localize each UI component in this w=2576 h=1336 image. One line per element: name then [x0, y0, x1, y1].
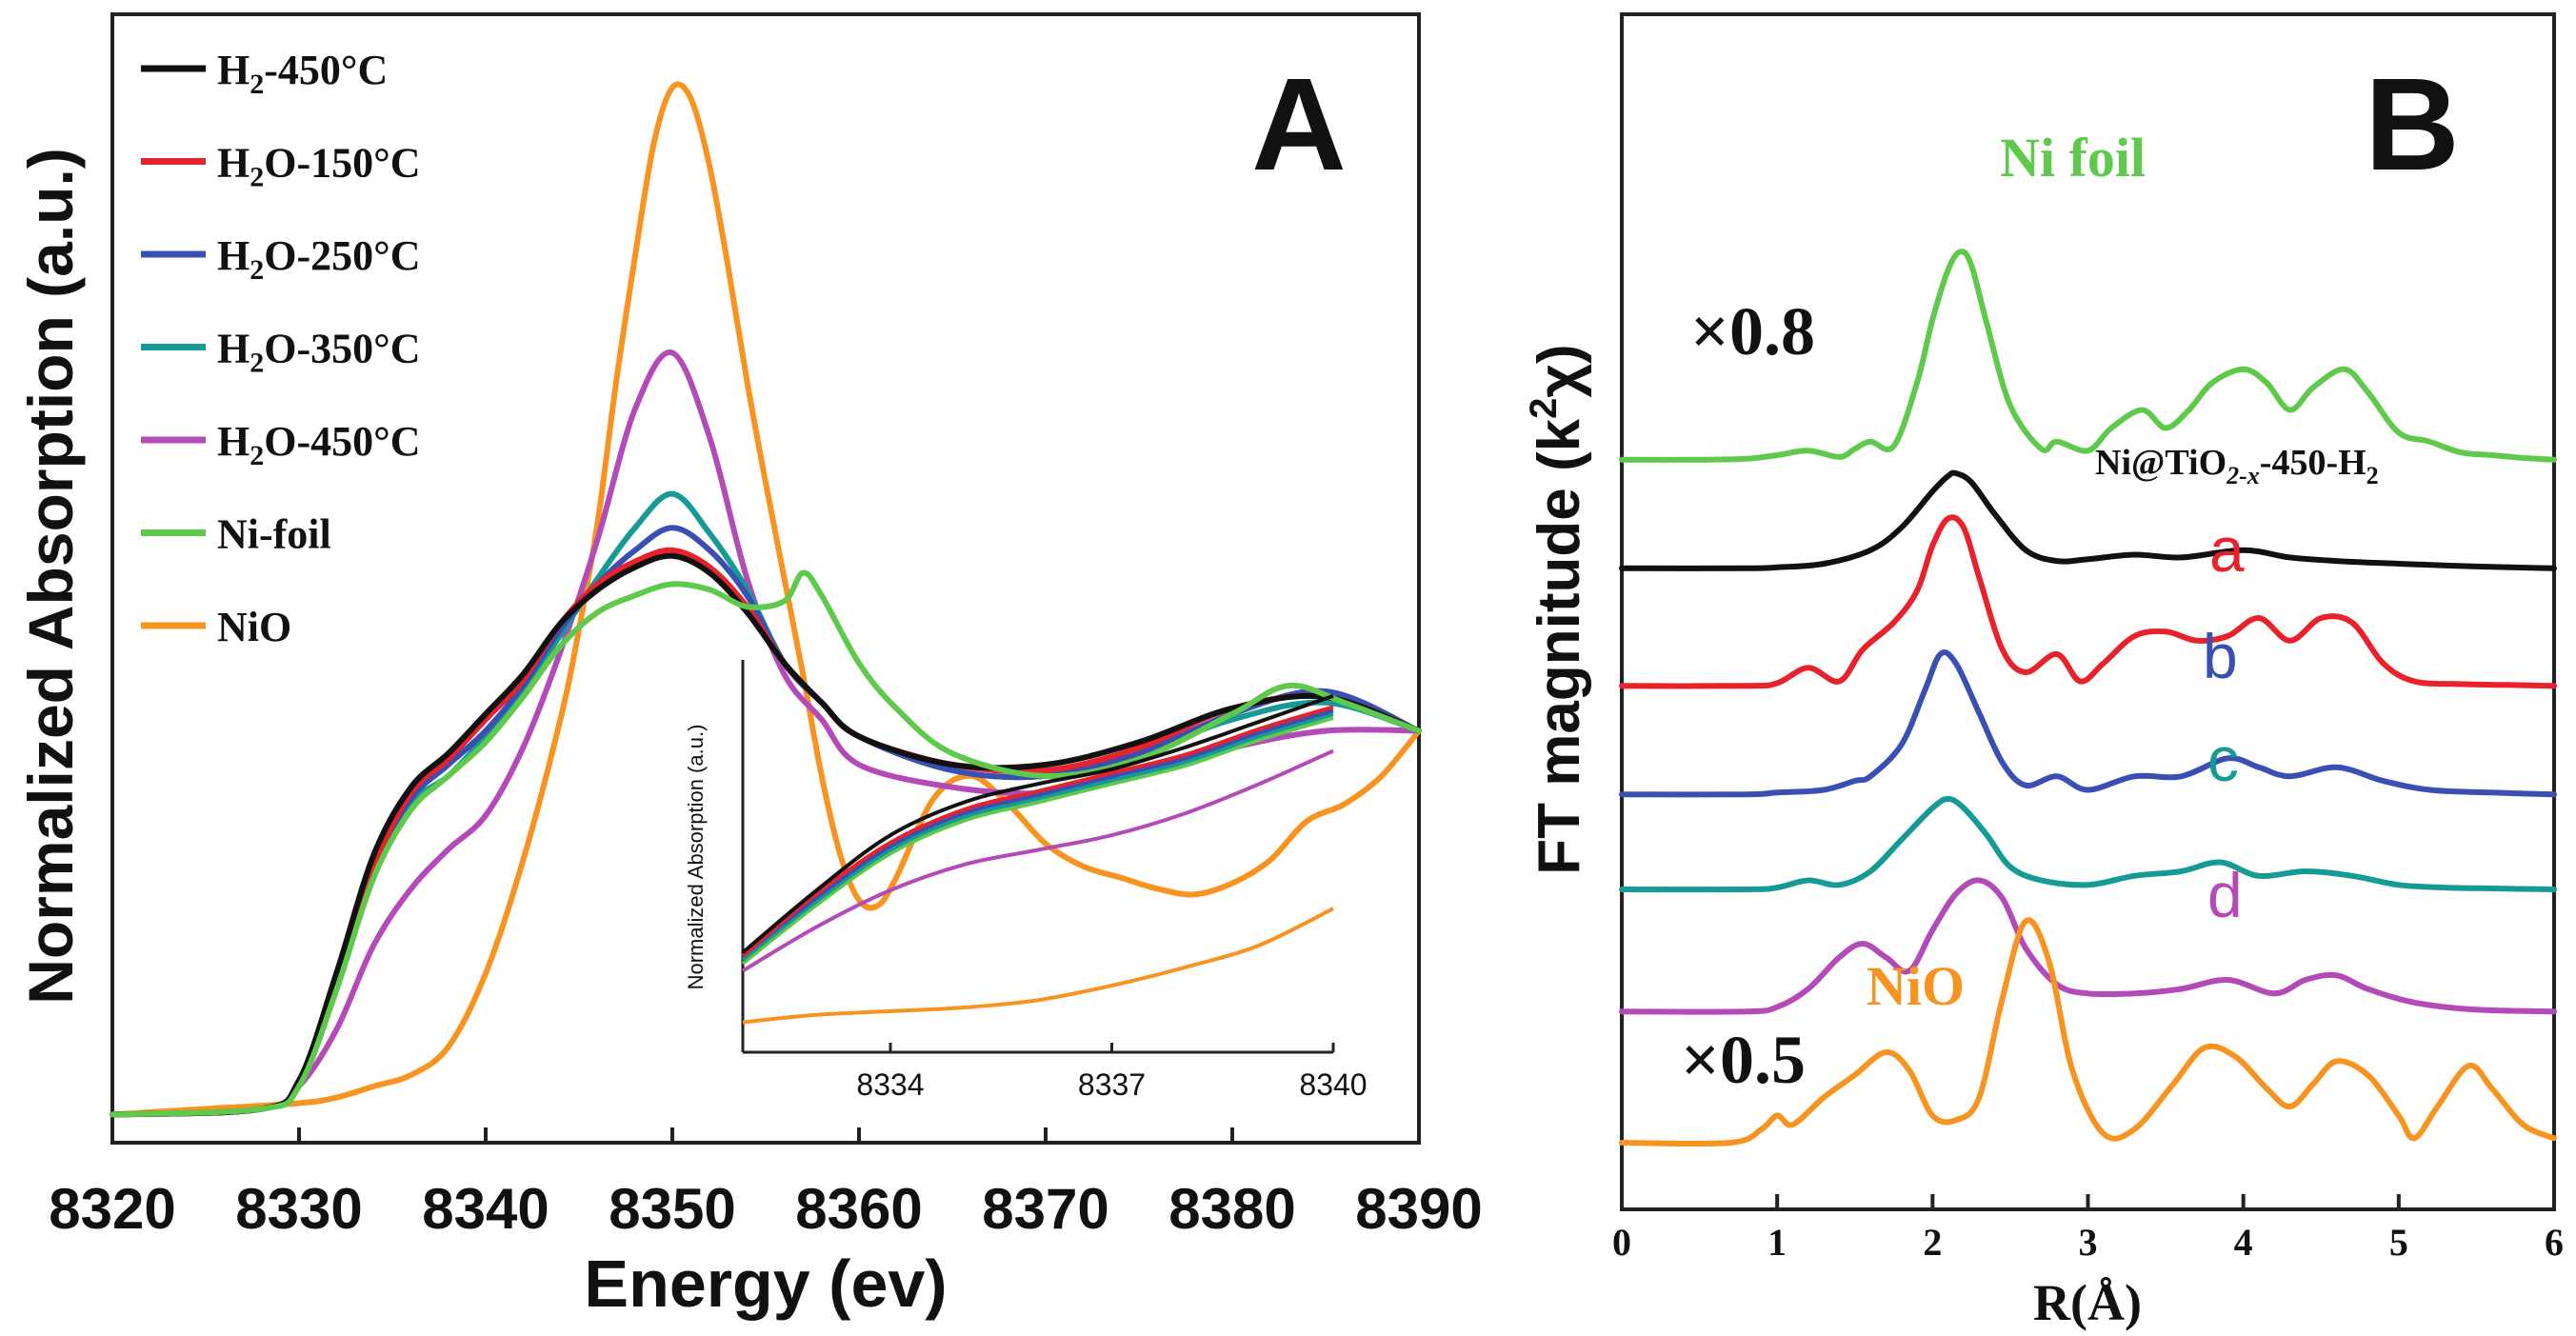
inset-curves [741, 693, 1334, 1025]
curve-d-label: d [2207, 860, 2243, 930]
ni-foil-label: Ni foil [2000, 127, 2146, 189]
panel-a-frame [110, 12, 1421, 1145]
panel-b-label: B [2365, 51, 2460, 198]
ni-tio2-label: Ni@TiO2-x-450-H2 [2095, 443, 2379, 489]
b-x-tick-label-0: 0 [1612, 1221, 1631, 1264]
inset-series-line-h2o-150-c [741, 705, 1334, 958]
ft-line-ni-foil [1619, 249, 2557, 463]
x-tick-label-8330: 8330 [235, 1177, 362, 1241]
legend-entry-h2o-150-c: H2O-150°C [217, 140, 420, 193]
b-x-tick-label-4: 4 [2234, 1221, 2253, 1264]
nio-label: NiO [1867, 955, 1965, 1017]
ft-line-a [1619, 514, 2557, 689]
series-line-nio [110, 81, 1422, 1118]
inset-series-line-h2o-250-c [741, 708, 1334, 958]
x-tick-label-8370: 8370 [982, 1177, 1108, 1241]
panel-b-x-tick-labels: 0 1 2 3 4 5 6 [1612, 1221, 2564, 1264]
inset-series-line-ni-foil [741, 715, 1334, 966]
x-tick-label-8320: 8320 [49, 1177, 175, 1241]
x-tick-label-8390: 8390 [1355, 1177, 1482, 1241]
b-x-tick-label-3: 3 [2079, 1221, 2098, 1264]
legend-entry-h2o-350-c: H2O-350°C [217, 326, 420, 379]
panel-a-x-tick-labels: 8320 8330 8340 8350 8360 8370 8380 8390 [49, 1177, 1482, 1241]
x-tick-label-8340: 8340 [422, 1177, 549, 1241]
b-x-tick-label-1: 1 [1767, 1221, 1787, 1264]
panel-a-label: A [1251, 51, 1347, 198]
inset-x-tick-label-8337: 8337 [1078, 1067, 1146, 1102]
b-x-tick-label-5: 5 [2389, 1221, 2408, 1264]
panel-a-x-ticks [110, 1127, 1421, 1143]
panel-a-y-axis-title: Normalized Absorption (a.u.) [15, 148, 86, 1005]
inset-x-tick-labels: 8334 8337 8340 [856, 1067, 1367, 1102]
legend-entry-h2o-250-c: H2O-250°C [217, 232, 420, 286]
legend-entry-nio: NiO [217, 604, 291, 650]
inset-y-axis-title: Normalized Absorption (a.u.) [684, 725, 708, 990]
panel-b-y-axis-title: FT magnitude (k2χ) [1523, 344, 1592, 874]
panel-a-x-axis-title: Energy (ev) [584, 1246, 947, 1321]
legend-entry-h2o-450-c: H2O-450°C [217, 418, 420, 471]
panel-b: 0 1 2 3 4 5 6 B R(Å) FT magnitude (k2χ) Ni foi… [1523, 12, 2564, 1331]
legend-entry-h2-450-c: H2-450°C [217, 47, 388, 100]
inset-series-line-h2-450-c [741, 693, 1334, 954]
inset-series-line-h2o-450-c [741, 748, 1334, 973]
x-tick-label-8360: 8360 [795, 1177, 922, 1241]
panel-a: 8320 8330 8340 8350 8360 8370 8380 8390 A Energ… [15, 12, 1483, 1321]
inset-series-line-nio [742, 907, 1334, 1025]
panel-b-x-ticks [1620, 1194, 2556, 1209]
b-x-tick-label-6: 6 [2545, 1221, 2564, 1264]
x-tick-label-8380: 8380 [1168, 1177, 1295, 1241]
panel-b-curves [1619, 249, 2557, 1147]
panel-a-legend: H2-450°C H2O-150°C H2O-250°C H2O-350°C H2O-4… [141, 47, 420, 650]
ft-line-nio [1619, 917, 2557, 1147]
legend-entry-ni-foil: Ni-foil [217, 511, 331, 558]
series-line-h2-450-c [110, 552, 1422, 1118]
ft-line-d [1619, 877, 2557, 1015]
nio-scale-label: ×0.5 [1681, 1022, 1806, 1098]
panel-b-x-axis-title: R(Å) [2033, 1274, 2142, 1331]
series-line-ni-foil [110, 569, 1422, 1118]
panel-a-inset: 8334 8337 8340 Normalized Absorption (a.u.… [684, 660, 1368, 1102]
inset-x-ticks [889, 1043, 1335, 1052]
inset-series-line-h2o-350-c [741, 712, 1334, 962]
ft-line-b [1619, 649, 2557, 798]
ft-line-c [1619, 796, 2557, 893]
curve-b-label: b [2203, 621, 2238, 691]
inset-x-tick-label-8334: 8334 [856, 1067, 924, 1102]
inset-x-tick-label-8340: 8340 [1299, 1067, 1367, 1102]
b-x-tick-label-2: 2 [1923, 1221, 1942, 1264]
x-tick-label-8350: 8350 [609, 1177, 735, 1241]
curve-a-label: a [2209, 514, 2245, 585]
curve-c-label: c [2207, 724, 2239, 794]
ft-line-ni-tio2-x-450-h2 [1619, 469, 2557, 571]
ni-foil-scale-label: ×0.8 [1690, 293, 1815, 369]
